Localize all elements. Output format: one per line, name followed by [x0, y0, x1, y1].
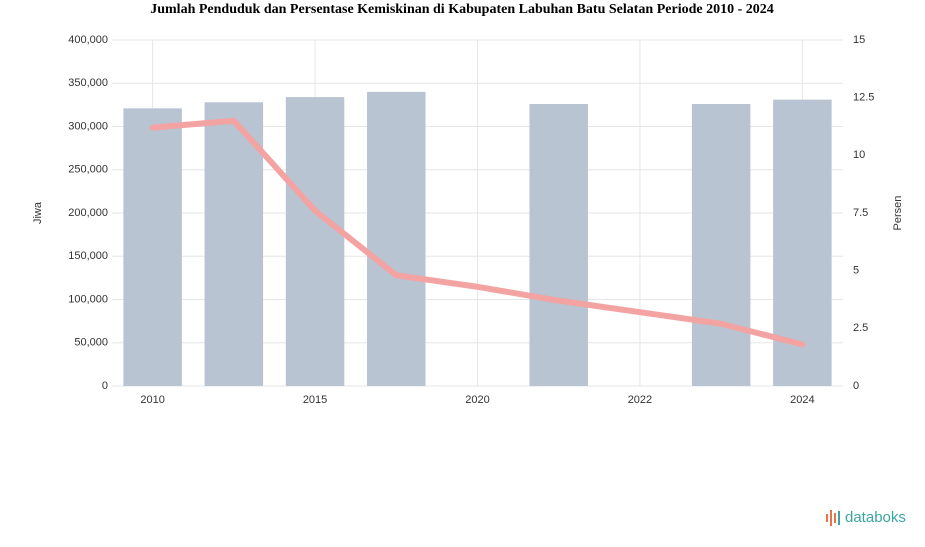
x-tick-label: 2024	[790, 394, 814, 406]
x-tick-label: 2022	[628, 394, 652, 406]
y-tick-label: 300,000	[68, 120, 108, 132]
y-tick-label: 150,000	[68, 250, 108, 262]
x-tick-label: 2015	[303, 394, 327, 406]
line	[149, 117, 806, 348]
y2-tick-label: 15	[853, 34, 865, 46]
y2-tick-label: 0	[853, 380, 859, 392]
y-axis-title: Jiwa	[32, 201, 44, 224]
y2-tick-label: 2.5	[853, 322, 868, 334]
y2-axis-title: Persen	[892, 196, 904, 231]
bar	[204, 102, 264, 386]
y2-tick-label: 12.5	[853, 92, 874, 104]
y-tick-label: 250,000	[68, 164, 108, 176]
bar	[529, 104, 588, 386]
y2-tick-label: 10	[853, 149, 865, 161]
x-tick-label: 2020	[465, 394, 489, 406]
y2-tick-label: 7.5	[853, 207, 868, 219]
brand-logo: databoks	[826, 509, 906, 526]
y-tick-label: 350,000	[68, 77, 108, 89]
y-tick-label: 100,000	[68, 293, 108, 305]
bar	[285, 97, 345, 386]
bar	[123, 108, 182, 387]
y-tick-label: 0	[102, 380, 108, 392]
x-tick-label: 2010	[140, 394, 164, 406]
y-tick-label: 200,000	[68, 207, 108, 219]
y-tick-label: 400,000	[68, 34, 108, 46]
bar	[367, 91, 426, 387]
brand-text: databoks	[845, 509, 906, 526]
y-tick-label: 50,000	[74, 337, 108, 349]
y2-tick-label: 5	[853, 265, 859, 277]
bar	[691, 104, 751, 386]
chart-title: Jumlah Penduduk dan Persentase Kemiskina…	[150, 2, 774, 17]
